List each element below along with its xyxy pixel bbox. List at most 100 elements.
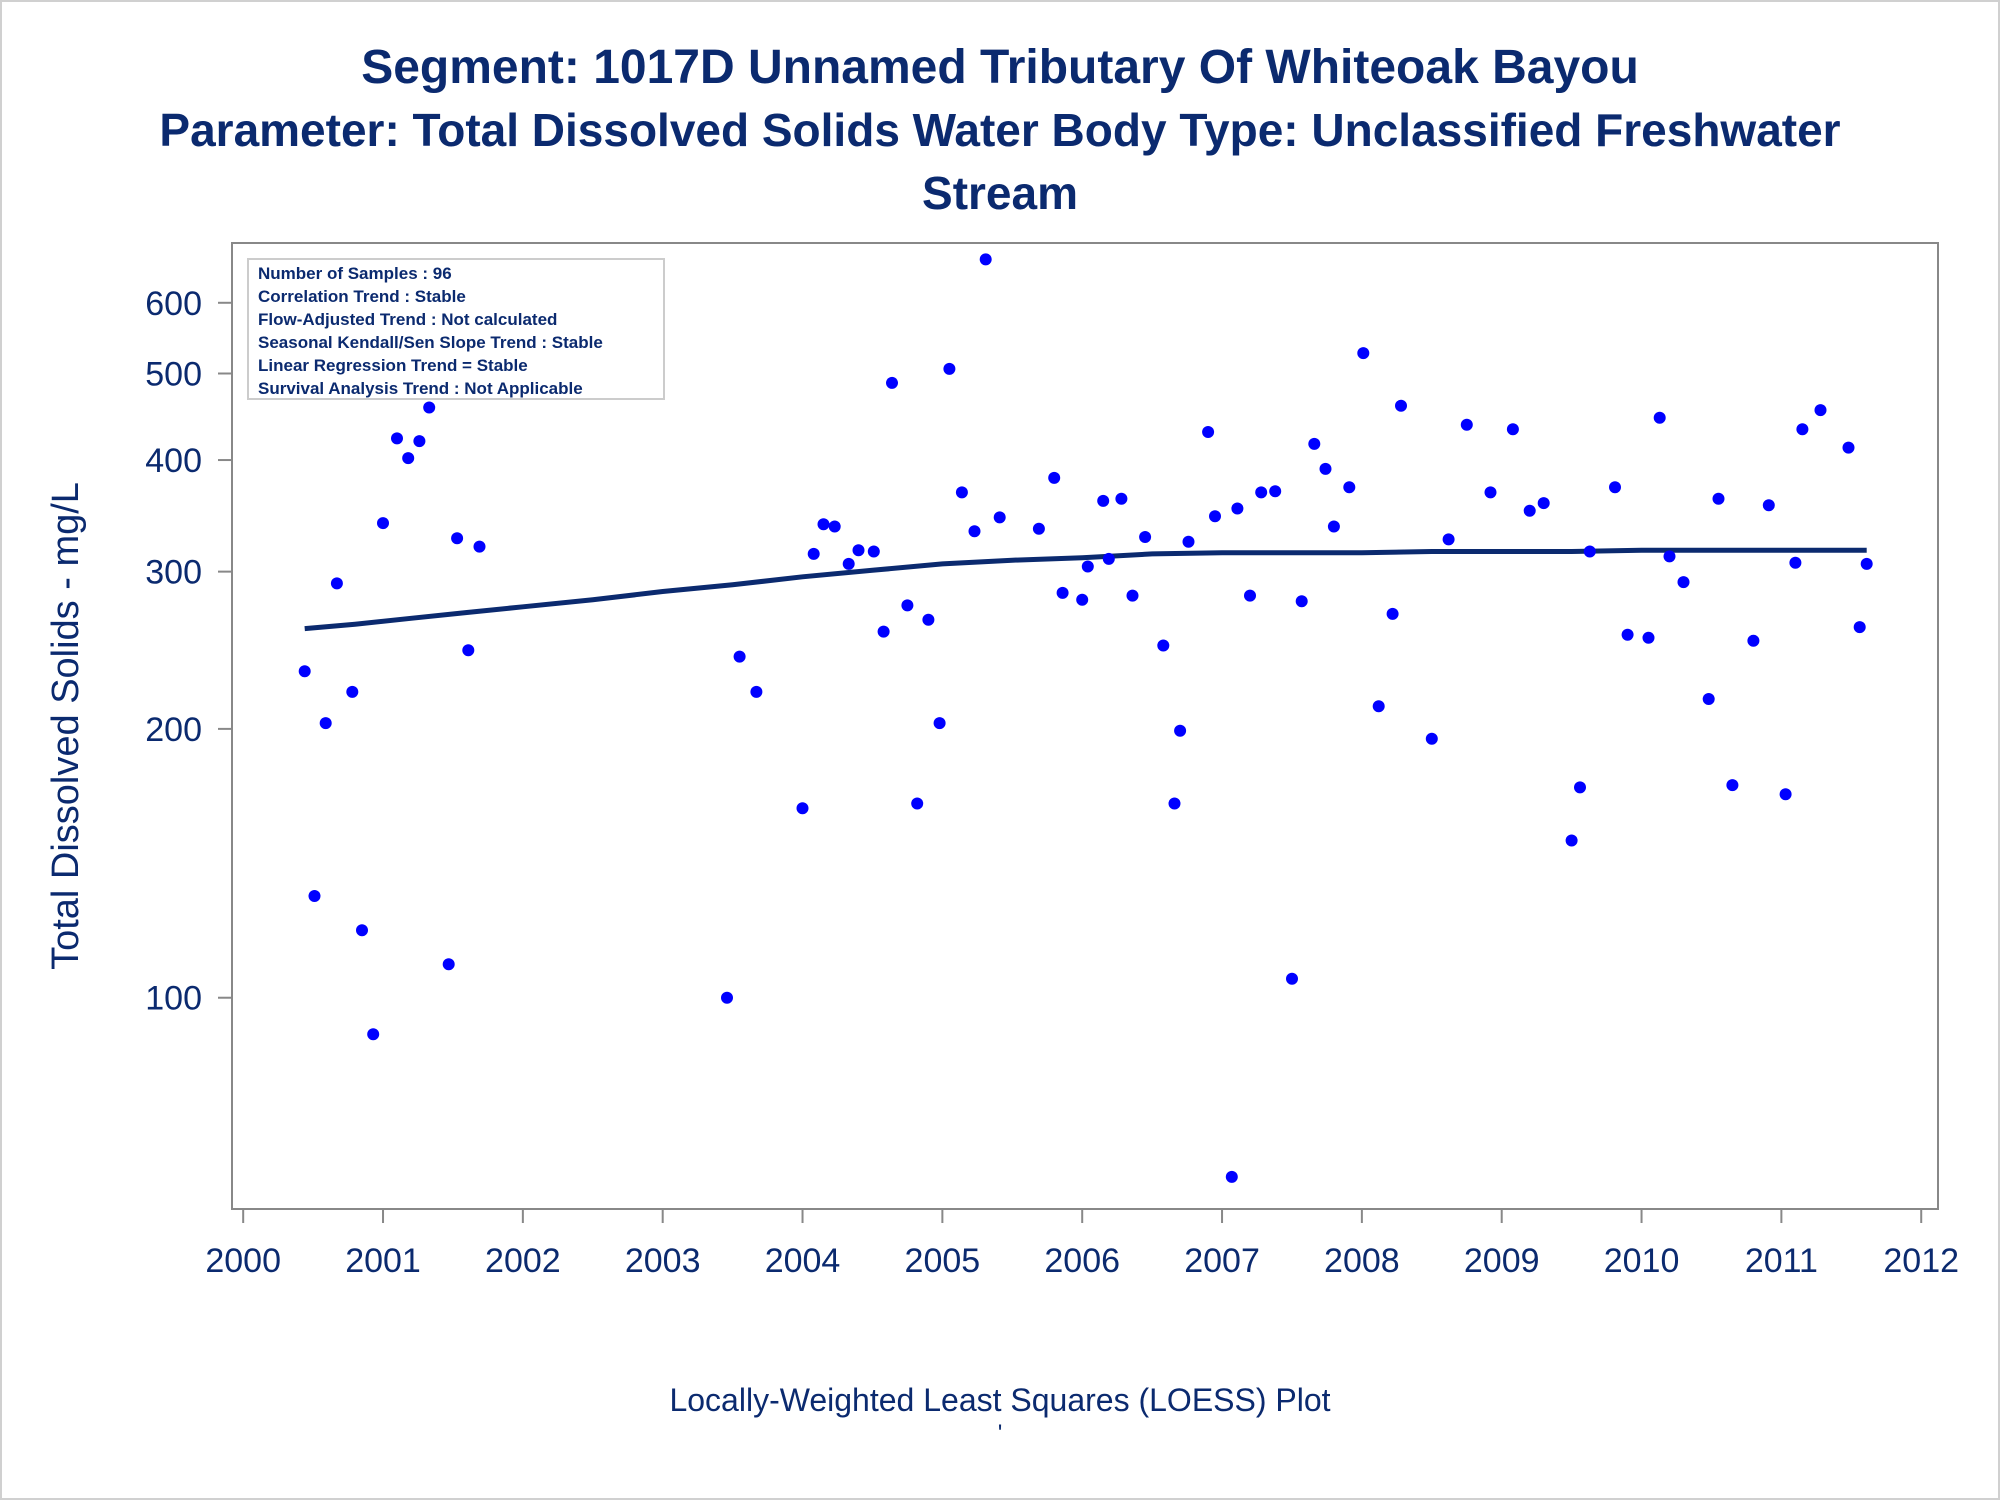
data-point: [1747, 634, 1760, 647]
data-point: [1357, 347, 1370, 360]
data-point: [807, 547, 820, 560]
x-tick-label: 2001: [345, 1242, 421, 1280]
data-point: [1642, 631, 1655, 644]
loess-trend-line: [304, 547, 1867, 632]
data-point: [1126, 589, 1139, 602]
data-point: [356, 924, 368, 937]
data-point: [1395, 399, 1407, 412]
data-point: [1663, 550, 1676, 563]
data-point: [413, 435, 426, 448]
data-point: [1712, 492, 1725, 505]
y-tick-label: 200: [145, 711, 202, 749]
data-point: [1048, 471, 1061, 484]
stats-line-linear-regression: Linear Regression Trend = Stable: [258, 356, 528, 375]
data-point: [402, 452, 415, 465]
x-axis: 2000 2001 2002 2003 2004 2005 2006 2007 2008 2009…: [205, 1209, 1959, 1280]
chart-title-segment: Segment: 1017D Unnamed Tributary Of Whit…: [361, 41, 1639, 94]
y-tick-label: 500: [145, 356, 202, 394]
data-point: [1286, 972, 1298, 985]
data-point: [828, 520, 841, 533]
data-point: [911, 797, 924, 810]
x-tick-label: 2008: [1324, 1242, 1400, 1280]
data-point: [346, 685, 359, 698]
data-point: [901, 599, 914, 612]
data-point: [473, 540, 486, 553]
data-point: [308, 890, 321, 902]
data-point: [1231, 502, 1244, 515]
data-point: [298, 665, 311, 678]
data-point: [1653, 411, 1666, 424]
loess-trend: [304, 547, 1867, 632]
data-point: [1295, 595, 1308, 608]
data-point: [1056, 586, 1069, 599]
x-tick-label: 2002: [485, 1242, 561, 1280]
data-point: [817, 518, 830, 531]
data-point: [1032, 522, 1045, 535]
data-point: [1677, 576, 1690, 589]
data-point: [1269, 485, 1282, 498]
x-tick-label: 2005: [905, 1242, 981, 1280]
data-point: [330, 577, 343, 590]
data-point: [796, 802, 809, 815]
y-axis: 100 200 300 400 500 600: [145, 285, 232, 1018]
data-point: [1202, 426, 1215, 438]
data-point: [1789, 556, 1802, 569]
stats-line-correlation: Correlation Trend : Stable: [258, 287, 466, 306]
footnote-tick-mark: ': [997, 1420, 1003, 1447]
data-point: [1182, 535, 1195, 548]
data-point: [877, 625, 890, 638]
stats-line-survival-analysis: Survival Analysis Trend : Not Applicable: [258, 379, 583, 398]
data-point: [886, 376, 898, 389]
data-point: [1343, 481, 1356, 494]
data-point: [1779, 788, 1792, 801]
data-point: [1537, 497, 1550, 510]
y-tick-label: 600: [145, 285, 202, 323]
data-point: [1621, 628, 1634, 641]
data-point: [423, 401, 436, 414]
data-point: [1327, 520, 1340, 533]
data-point: [993, 511, 1006, 524]
y-tick-label: 400: [145, 442, 202, 480]
data-point: [1097, 494, 1110, 507]
data-point: [979, 253, 992, 266]
data-point: [1842, 441, 1855, 454]
data-point: [1702, 693, 1715, 705]
x-tick-label: 2006: [1044, 1242, 1120, 1280]
y-tick-label: 300: [145, 554, 202, 592]
data-point: [1308, 437, 1321, 450]
x-tick-label: 2012: [1883, 1242, 1959, 1280]
x-tick-label: 2010: [1604, 1242, 1680, 1280]
data-point: [1372, 700, 1385, 713]
data-point: [1081, 560, 1094, 573]
data-point: [943, 362, 956, 375]
data-point: [391, 432, 403, 445]
data-point: [721, 991, 733, 1004]
data-point: [1157, 639, 1170, 652]
data-point: [1583, 545, 1596, 558]
data-point: [733, 650, 746, 663]
data-point: [451, 532, 464, 545]
data-point: [1814, 404, 1827, 417]
data-point: [1796, 423, 1809, 436]
y-tick-label: 100: [145, 980, 202, 1018]
data-point: [1209, 510, 1221, 523]
data-point: [1523, 504, 1536, 517]
data-point: [1860, 557, 1873, 570]
data-point: [1574, 781, 1586, 794]
data-point: [1442, 533, 1455, 546]
data-point: [922, 613, 935, 626]
chart-title-parameter: Parameter: Total Dissolved Solids Water …: [159, 104, 1841, 156]
x-tick-label: 2007: [1184, 1242, 1260, 1280]
stats-line-flow-adjusted: Flow-Adjusted Trend : Not calculated: [258, 310, 557, 329]
data-point: [462, 644, 475, 657]
stats-line-seasonal-kendall: Seasonal Kendall/Sen Slope Trend : Stabl…: [258, 333, 603, 352]
data-point: [867, 545, 880, 558]
data-point: [1139, 531, 1152, 543]
x-tick-label: 2011: [1745, 1242, 1818, 1280]
data-point: [1425, 732, 1438, 745]
data-point: [1168, 797, 1181, 810]
data-point: [367, 1028, 380, 1041]
data-point: [968, 525, 981, 538]
